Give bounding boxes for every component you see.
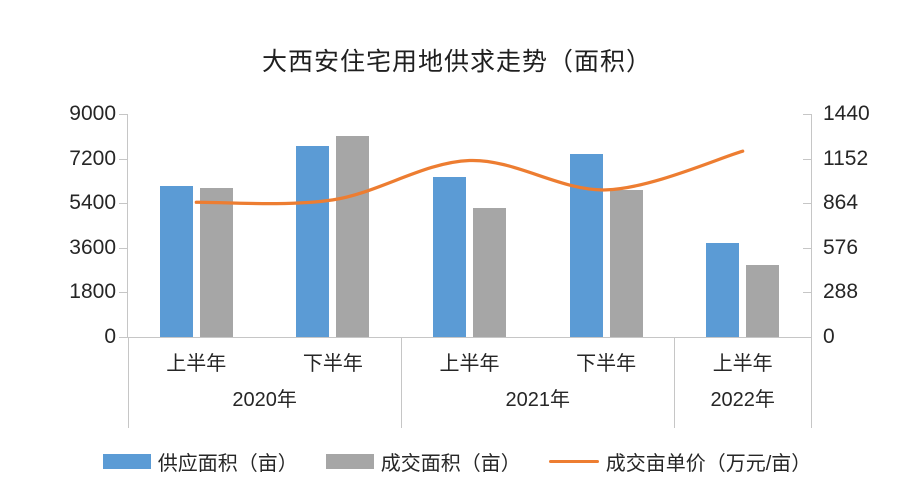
category-separator <box>673 337 675 428</box>
y-axis-right-tick <box>803 337 811 338</box>
transaction-bar <box>199 188 233 337</box>
supply-bar <box>706 242 740 337</box>
legend: 供应面积（亩） 成交面积（亩） 成交亩单价（万元/亩） <box>0 447 914 476</box>
legend-item-transaction: 成交面积（亩） <box>325 447 521 476</box>
y-axis-left-tick <box>119 247 127 249</box>
legend-label-supply: 供应面积（亩） <box>157 453 298 475</box>
transaction-bar <box>473 208 506 337</box>
y-axis-right-label: 1152 <box>823 146 869 170</box>
transaction-bar <box>336 136 370 337</box>
legend-item-price: 成交亩单价（万元/亩） <box>548 447 812 476</box>
transaction-series-swatch-icon <box>325 454 374 469</box>
price-series-line-swatch-icon <box>548 459 599 464</box>
legend-label-transaction: 成交面积（亩） <box>380 453 521 475</box>
x-axis-year-label: 2022年 <box>710 389 775 411</box>
supply-series-swatch-icon <box>102 454 151 469</box>
y-axis-right-tick <box>803 203 811 205</box>
y-axis-left-label: 0 <box>104 325 116 348</box>
y-axis-right-label: 864 <box>823 191 859 215</box>
y-axis-right-tick <box>803 247 811 249</box>
transaction-bar <box>609 189 643 337</box>
y-axis-left-label: 1800 <box>69 280 116 304</box>
y-axis-right-line <box>811 114 812 337</box>
x-axis-year-label: 2020年 <box>232 389 297 411</box>
x-axis-period-label: 上半年 <box>439 353 500 375</box>
chart-title: 大西安住宅用地供求走势（面积） <box>261 48 652 76</box>
y-axis-left-tick <box>119 203 127 205</box>
y-axis-right-tick <box>803 158 811 160</box>
y-axis-left-label: 9000 <box>69 102 116 125</box>
y-axis-right-tick <box>803 292 811 294</box>
supply-bar <box>433 177 466 337</box>
supply-bar <box>296 146 330 337</box>
y-axis-left-label: 7200 <box>69 146 116 170</box>
x-axis-period-label: 上半年 <box>166 353 227 375</box>
y-axis-left-label: 5400 <box>69 191 116 215</box>
x-axis-period-label: 下半年 <box>576 353 637 375</box>
price-line <box>194 149 745 206</box>
supply-bar <box>159 185 193 337</box>
category-separator <box>400 337 402 428</box>
x-axis-period-label: 下半年 <box>302 353 363 375</box>
y-axis-left-label: 3600 <box>69 235 116 259</box>
y-axis-right-tick <box>803 114 811 115</box>
transaction-bar <box>746 265 780 337</box>
y-axis-right-label: 288 <box>823 280 859 304</box>
y-axis-right-label: 1440 <box>823 102 870 125</box>
x-axis-line <box>127 337 812 338</box>
legend-label-price: 成交亩单价（万元/亩） <box>605 453 812 475</box>
legend-item-supply: 供应面积（亩） <box>102 447 298 476</box>
y-axis-right-label: 0 <box>823 325 835 348</box>
category-separator <box>810 337 812 428</box>
y-axis-right-label: 576 <box>823 235 859 259</box>
y-axis-left-line <box>127 114 128 337</box>
category-separator <box>127 337 129 428</box>
y-axis-left-tick <box>119 158 127 160</box>
x-axis-year-label: 2021年 <box>505 389 571 411</box>
y-axis-left-tick <box>119 292 127 294</box>
x-axis-period-label: 上半年 <box>712 353 773 375</box>
supply-bar <box>569 153 603 337</box>
y-axis-left-tick <box>119 114 127 115</box>
y-axis-left-tick <box>119 337 127 338</box>
